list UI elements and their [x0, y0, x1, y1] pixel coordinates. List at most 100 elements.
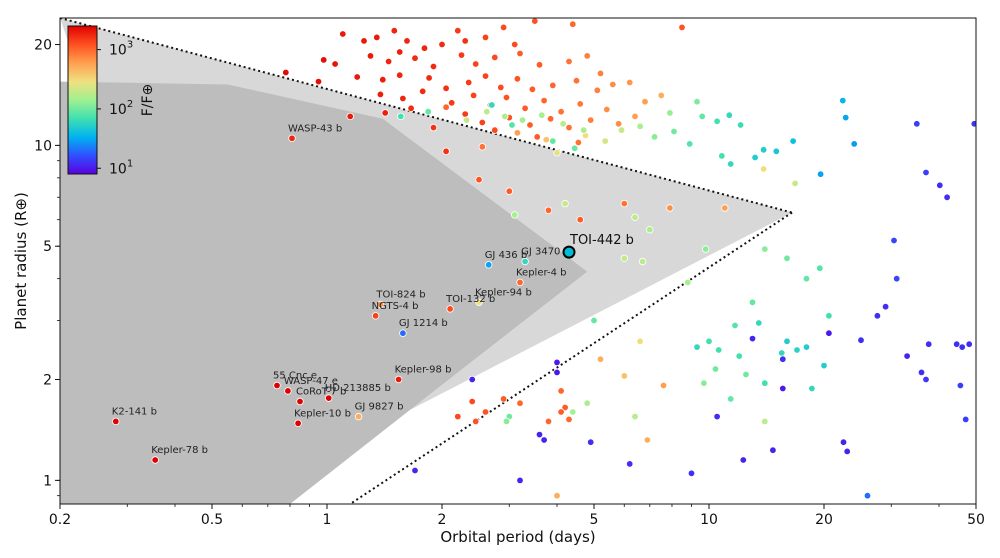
planet-point [783, 254, 791, 262]
planet-point [772, 147, 780, 155]
planet-point [583, 399, 591, 407]
colorbar-label: F/F⊕ [140, 84, 156, 117]
planet-point [670, 127, 678, 136]
planet-point [631, 412, 639, 421]
planet-point [511, 40, 519, 49]
planet-label: NGTS-4 b [372, 301, 419, 312]
planet-point [839, 96, 847, 105]
planet-point [538, 111, 546, 119]
labeled-planet-point [394, 375, 403, 384]
y-axis-label: Planet radius (R⊕) [12, 192, 30, 330]
planet-point [518, 116, 527, 124]
y-tick-label: 20 [34, 38, 52, 54]
planet-point [873, 312, 882, 320]
x-tick-label: 20 [815, 512, 833, 528]
planet-point [429, 123, 438, 132]
planet-point [553, 358, 561, 367]
planet-point [713, 412, 721, 421]
planet-point [748, 334, 757, 343]
planet-point [390, 27, 398, 35]
y-tick-label: 2 [43, 373, 52, 389]
planet-point [587, 116, 595, 124]
planet-point [678, 23, 686, 32]
planet-point [917, 368, 926, 377]
planet-point [956, 381, 965, 390]
planet-point [761, 379, 769, 387]
planet-label: Kepler-4 b [516, 267, 566, 278]
planet-label: HD 213885 b [325, 383, 391, 394]
planet-label: GJ 3470 b [521, 247, 570, 258]
labeled-planets: WASP-43 b GJ 3470 bGJ 436 b Kepler-4 b Kepl… [112, 123, 634, 464]
planet-point [603, 105, 611, 114]
planet-point [825, 312, 833, 320]
planet-label: WASP-47 e [284, 376, 338, 387]
planet-point [725, 111, 733, 119]
planet-point [465, 78, 473, 87]
planet-point [442, 103, 450, 111]
desert-regions: WASP-43 b GJ 3470 bGJ 436 b Kepler-4 b Kepl… [60, 18, 976, 504]
planet-point [557, 387, 565, 395]
planet-point [779, 355, 787, 363]
planet-point [381, 109, 389, 117]
planet-point [339, 30, 347, 38]
labeled-planet-point [288, 134, 296, 142]
planet-point [462, 116, 471, 124]
planet-label: Kepler-78 b [151, 445, 208, 456]
planet-point [913, 120, 921, 128]
planet-point [686, 140, 694, 148]
planet-point [925, 340, 933, 348]
x-tick-label: 0.2 [49, 512, 71, 528]
planet-point [693, 343, 701, 351]
planet-point [549, 81, 557, 90]
planet-point [620, 372, 628, 380]
planet-label: GJ 436 b [485, 250, 528, 261]
planet-point [739, 456, 747, 464]
labeled-planet-point [376, 300, 385, 309]
planet-point [373, 33, 381, 42]
planet-point [631, 213, 639, 221]
planet-label: Kepler-10 b [294, 408, 351, 419]
planet-point [481, 408, 490, 416]
planet-point [546, 115, 555, 123]
planet-point [638, 257, 647, 266]
planet-point [721, 204, 729, 212]
planet-point [411, 466, 419, 475]
planet-point [516, 49, 524, 58]
desert-boundary-line [60, 18, 793, 214]
planet-point [540, 96, 548, 105]
planet-point [903, 352, 911, 360]
planet-point [698, 112, 706, 121]
planet-point [438, 40, 446, 49]
planet-point [461, 37, 469, 45]
labeled-planet-point [446, 305, 454, 313]
planet-point [508, 121, 516, 129]
planet-label: K2-141 b [112, 406, 157, 417]
planet-point [320, 56, 328, 64]
planet-point [596, 69, 605, 78]
planet-point [620, 254, 628, 262]
planet-point [314, 77, 323, 86]
y-tick-label: 5 [43, 239, 52, 255]
planet-point [448, 99, 456, 107]
planet-point [601, 137, 609, 145]
planet-point [561, 199, 569, 208]
planet-label: TOI-132 b [445, 294, 495, 305]
planet-point [472, 60, 480, 68]
planet-point [472, 417, 480, 426]
planet-point [553, 368, 561, 377]
planet-point [535, 61, 544, 69]
planet-point [346, 112, 354, 121]
planet-label: Kepler-98 b [395, 365, 452, 376]
planet-point [521, 104, 529, 112]
planet-point [701, 245, 710, 253]
planet-point [789, 137, 797, 145]
planet-point [802, 343, 811, 351]
planet-point [384, 57, 393, 66]
planet-point [542, 135, 550, 144]
planet-point [513, 75, 522, 83]
planet-point [759, 146, 768, 154]
planet-point [540, 436, 548, 444]
planet-point [755, 319, 763, 327]
planet-point [727, 160, 735, 168]
planet-point [713, 117, 721, 125]
